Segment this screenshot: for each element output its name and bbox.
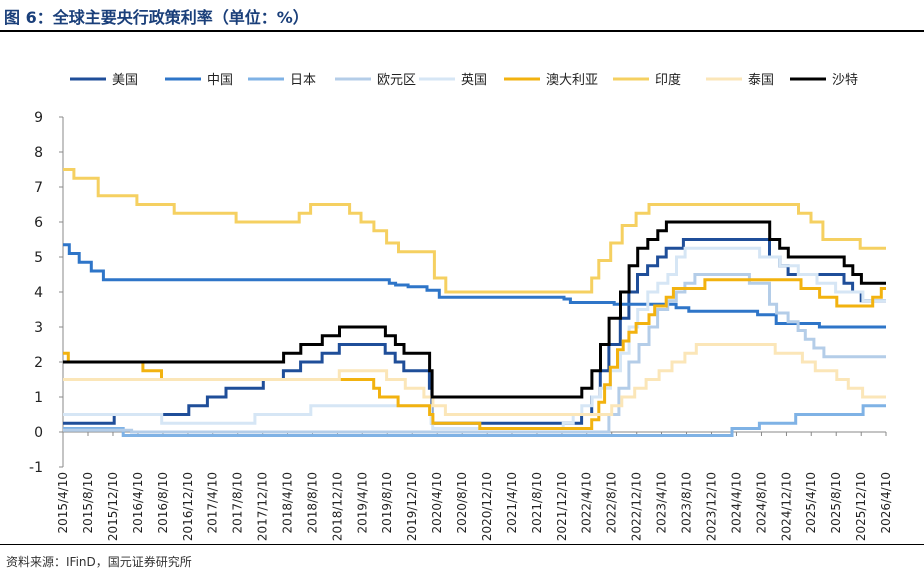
series-line-印度 xyxy=(63,168,886,294)
y-tick-label: 1 xyxy=(34,390,43,406)
legend-label: 沙特 xyxy=(832,73,858,88)
chart-legend: 美国 中国 日本 欧元区 英国 澳大利亚 印度 泰国 沙特 xyxy=(70,72,858,88)
legend-label: 泰国 xyxy=(748,73,774,88)
y-tick-label: 5 xyxy=(34,250,43,266)
x-tick-label: 2017/8/10 xyxy=(231,472,245,534)
series-line-泰国 xyxy=(63,343,886,416)
legend-label: 印度 xyxy=(655,72,681,88)
x-tick-label: 2025/8/10 xyxy=(829,472,843,534)
x-tick-label: 2016/12/10 xyxy=(181,472,195,541)
x-tick-label: 2024/4/10 xyxy=(729,472,743,534)
x-tick-label: 2016/4/10 xyxy=(131,472,145,534)
x-tick-label: 2019/12/10 xyxy=(405,472,419,541)
x-tick-label: 2022/4/10 xyxy=(580,472,594,534)
y-tick-label: 7 xyxy=(34,180,43,196)
x-tick-label: 2016/8/10 xyxy=(156,472,170,534)
x-tick-label: 2020/4/10 xyxy=(430,472,444,534)
x-tick-label: 2022/12/10 xyxy=(630,472,644,541)
y-tick-label: 3 xyxy=(34,320,43,336)
x-tick-label: 2026/4/10 xyxy=(879,472,893,534)
title-divider xyxy=(0,30,924,32)
x-tick-label: 2018/12/10 xyxy=(330,472,344,541)
x-tick-label: 2019/8/10 xyxy=(380,472,394,534)
y-tick-label: 6 xyxy=(34,215,43,231)
y-tick-label: -1 xyxy=(29,460,43,476)
x-tick-label: 2017/4/10 xyxy=(206,472,220,534)
x-tick-label: 2025/12/10 xyxy=(854,472,868,541)
page-title: 图 6：全球主要央行政策利率（单位：%） xyxy=(4,8,309,27)
legend-label: 中国 xyxy=(207,73,233,88)
legend-label: 英国 xyxy=(461,73,487,88)
x-tick-label: 2020/8/10 xyxy=(455,472,469,534)
x-tick-label: 2024/8/10 xyxy=(754,472,768,534)
x-tick-label: 2021/4/10 xyxy=(505,472,519,534)
legend-label: 澳大利亚 xyxy=(546,72,598,88)
series-line-中国 xyxy=(63,243,886,329)
legend-label: 美国 xyxy=(112,73,138,88)
series-lines xyxy=(63,168,886,437)
x-tick-label: 2023/8/10 xyxy=(679,472,693,534)
series-line-英国 xyxy=(63,246,886,430)
source-note: 资料来源：IFinD，国元证券研究所 xyxy=(6,555,192,569)
y-tick-label: 0 xyxy=(34,425,43,441)
x-tick-label: 2018/4/10 xyxy=(280,472,294,534)
y-tick-label: 8 xyxy=(34,145,43,161)
legend-label: 欧元区 xyxy=(377,73,416,88)
series-line-日本 xyxy=(63,404,886,437)
x-tick-label: 2023/4/10 xyxy=(655,472,669,534)
x-tick-label: 2022/8/10 xyxy=(605,472,619,534)
x-tick-label: 2019/4/10 xyxy=(355,472,369,534)
x-tick-label: 2015/8/10 xyxy=(81,472,95,534)
y-axis: -1 0 1 2 3 4 5 6 7 8 9 xyxy=(29,110,64,476)
x-axis: 2015/4/10 2015/8/10 2015/12/10 2016/4/10 201… xyxy=(56,431,893,541)
x-tick-label: 2021/8/10 xyxy=(530,472,544,534)
legend-label: 日本 xyxy=(290,73,316,88)
y-tick-label: 2 xyxy=(34,355,43,371)
x-tick-label: 2020/12/10 xyxy=(480,472,494,541)
x-tick-label: 2015/12/10 xyxy=(106,472,120,541)
y-tick-label: 4 xyxy=(34,285,43,301)
x-tick-label: 2021/12/10 xyxy=(555,472,569,541)
x-tick-label: 2023/12/10 xyxy=(704,472,718,541)
x-tick-label: 2018/8/10 xyxy=(305,472,319,534)
series-line-沙特 xyxy=(63,220,886,399)
series-line-澳大利亚 xyxy=(63,278,886,430)
x-tick-label: 2024/12/10 xyxy=(779,472,793,541)
y-tick-label: 9 xyxy=(34,110,43,126)
x-tick-label: 2015/4/10 xyxy=(56,472,70,534)
footer-divider xyxy=(0,544,924,545)
policy-rate-chart: 美国 中国 日本 欧元区 英国 澳大利亚 印度 泰国 沙特 -1 0 1 2 3 4 5 6 7 8 9 2015/… xyxy=(29,72,893,541)
x-tick-label: 2017/12/10 xyxy=(256,472,270,541)
x-tick-label: 2025/4/10 xyxy=(804,472,818,534)
